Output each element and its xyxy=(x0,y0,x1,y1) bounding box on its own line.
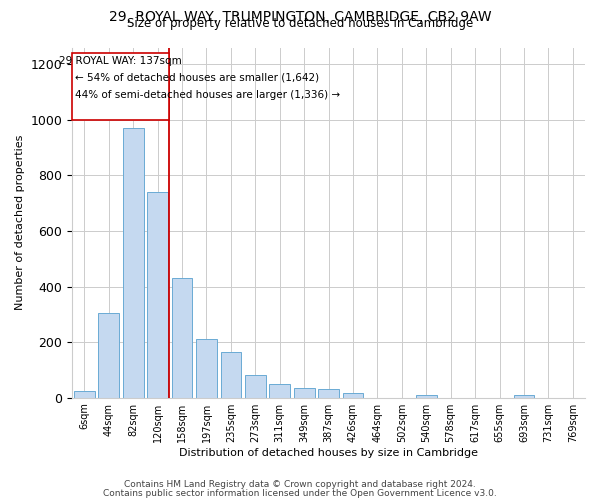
FancyBboxPatch shape xyxy=(72,53,169,120)
Bar xyxy=(416,395,437,398)
Text: 44% of semi-detached houses are larger (1,336) →: 44% of semi-detached houses are larger (… xyxy=(74,90,340,101)
X-axis label: Distribution of detached houses by size in Cambridge: Distribution of detached houses by size … xyxy=(179,448,478,458)
Bar xyxy=(318,390,339,398)
Text: ← 54% of detached houses are smaller (1,642): ← 54% of detached houses are smaller (1,… xyxy=(74,72,319,83)
Bar xyxy=(514,395,535,398)
Text: Contains HM Land Registry data © Crown copyright and database right 2024.: Contains HM Land Registry data © Crown c… xyxy=(124,480,476,489)
Bar xyxy=(147,192,168,398)
Y-axis label: Number of detached properties: Number of detached properties xyxy=(15,135,25,310)
Bar xyxy=(196,340,217,398)
Bar xyxy=(98,313,119,398)
Text: 29 ROYAL WAY: 137sqm: 29 ROYAL WAY: 137sqm xyxy=(59,56,182,66)
Text: Contains public sector information licensed under the Open Government Licence v3: Contains public sector information licen… xyxy=(103,488,497,498)
Text: 29, ROYAL WAY, TRUMPINGTON, CAMBRIDGE, CB2 9AW: 29, ROYAL WAY, TRUMPINGTON, CAMBRIDGE, C… xyxy=(109,10,491,24)
Bar xyxy=(172,278,193,398)
Bar xyxy=(221,352,241,398)
Bar xyxy=(269,384,290,398)
Text: Size of property relative to detached houses in Cambridge: Size of property relative to detached ho… xyxy=(127,18,473,30)
Bar xyxy=(74,391,95,398)
Bar xyxy=(343,392,364,398)
Bar xyxy=(123,128,143,398)
Bar xyxy=(294,388,314,398)
Bar xyxy=(245,376,266,398)
